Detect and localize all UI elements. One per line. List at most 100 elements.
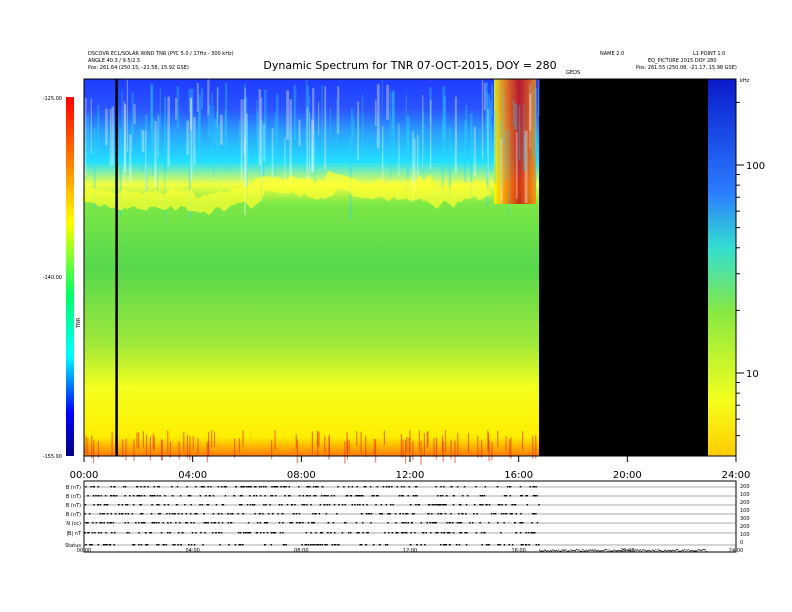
texture-low-band: [197, 437, 199, 455]
subpanel-point: [689, 550, 691, 552]
subpanel-point: [150, 513, 153, 515]
subpanel-point: [591, 549, 593, 551]
subpanel-point: [411, 522, 414, 524]
subpanel-point: [480, 532, 483, 534]
subpanel-point: [138, 544, 140, 546]
subpanel-point: [644, 549, 646, 551]
subpanel-point: [171, 486, 173, 488]
subpanel-point: [632, 549, 634, 551]
subpanel-point: [589, 549, 591, 551]
subpanel-point: [145, 544, 147, 546]
subpanel-point: [541, 550, 543, 552]
subpanel-point: [291, 504, 294, 506]
subpanel-point: [599, 550, 601, 552]
texture-streak: [150, 83, 154, 162]
texture-low-band: [532, 435, 534, 460]
subpanel-point: [653, 549, 655, 551]
texture-low-band: [467, 433, 470, 453]
subpanel-point: [645, 550, 647, 552]
subpanel-point: [140, 495, 143, 497]
texture-streak: [352, 116, 355, 144]
texture-low-band: [344, 441, 346, 464]
subpanel-point: [156, 495, 159, 497]
subpanel-point: [109, 544, 112, 546]
texture-streak: [416, 134, 419, 200]
subpanel-point: [167, 504, 170, 506]
subpanel-point: [270, 495, 272, 497]
texture-streak: [531, 82, 534, 158]
subpanel-point: [526, 504, 529, 506]
subpanel-point: [194, 513, 196, 515]
subpanel-point: [485, 544, 488, 546]
subpanel-point: [581, 550, 583, 552]
texture-low-band: [408, 437, 410, 454]
subpanel-point: [159, 495, 161, 497]
subpanel-point: [212, 513, 215, 515]
texture-low-band: [167, 430, 169, 454]
subpanel-point: [559, 550, 561, 552]
texture-low-band: [418, 430, 420, 451]
subpanel-point: [315, 544, 318, 546]
texture-low-band: [433, 437, 435, 457]
subpanel-point: [414, 486, 417, 488]
subpanel-point: [535, 513, 537, 515]
subpanel-point: [133, 544, 135, 546]
subpanel-point: [124, 522, 127, 524]
subpanel-point: [590, 549, 592, 551]
subpanel-point: [306, 504, 308, 506]
subpanel-point: [157, 504, 160, 506]
subpanel-point: [188, 495, 191, 497]
subpanel-point: [387, 522, 389, 524]
subpanel-point: [415, 504, 417, 506]
texture-low-band: [238, 438, 241, 453]
subpanel-point: [305, 544, 308, 546]
subpanel-point: [525, 544, 528, 546]
subpanel-point: [327, 495, 329, 497]
subpanel-point: [333, 504, 336, 506]
subpanel-point: [212, 495, 215, 497]
subpanel-point: [409, 544, 412, 546]
subpanel-point: [177, 544, 179, 546]
texture-streak: [126, 79, 129, 153]
subpanel-point: [629, 549, 631, 551]
subpanel-point: [224, 486, 226, 488]
subpanel-point: [510, 513, 513, 515]
subpanel-point: [540, 550, 542, 552]
texture-streak: [133, 103, 136, 125]
subpanel-point: [671, 550, 673, 552]
subpanel-point: [249, 504, 252, 506]
subpanel-point: [532, 495, 535, 497]
subpanel-point: [90, 486, 92, 488]
time-series-subpanels: B (nT) B (nT) B (nT) B (nT) N (cc) |B| nT Stat…: [65, 480, 750, 554]
subpanel-point: [705, 550, 707, 552]
subpanel-point: [439, 544, 442, 546]
subpanel-point: [551, 550, 553, 552]
subpanel-point: [324, 544, 327, 546]
subpanel-point: [570, 549, 572, 551]
subpanel-point: [201, 504, 203, 506]
subpanel-point: [298, 522, 300, 524]
right-axis-unit: kHz: [740, 78, 750, 84]
texture-low-band: [137, 432, 140, 450]
texture-low-band: [402, 439, 404, 458]
subpanel-point: [140, 486, 142, 488]
texture-streak: [154, 120, 157, 188]
subpanel-point: [314, 513, 316, 515]
subpanel-point: [121, 513, 124, 515]
subpanel-point: [84, 532, 86, 534]
subpanel-point: [615, 550, 617, 552]
subpanel-point: [397, 532, 399, 534]
texture-streak: [274, 113, 276, 179]
subpanel-point: [389, 513, 391, 515]
subpanel-point: [396, 486, 399, 488]
subpanel-point: [110, 486, 112, 488]
subpanel-x-tick: 24:00: [729, 548, 743, 554]
texture-streak: [129, 134, 132, 183]
subpanel-point: [596, 550, 598, 552]
subpanel-point: [503, 544, 506, 546]
subpanel-point: [519, 522, 521, 524]
subpanel-point: [318, 513, 321, 515]
subpanel-point: [488, 544, 490, 546]
subpanel-point: [452, 522, 454, 524]
subpanel-point: [255, 486, 257, 488]
